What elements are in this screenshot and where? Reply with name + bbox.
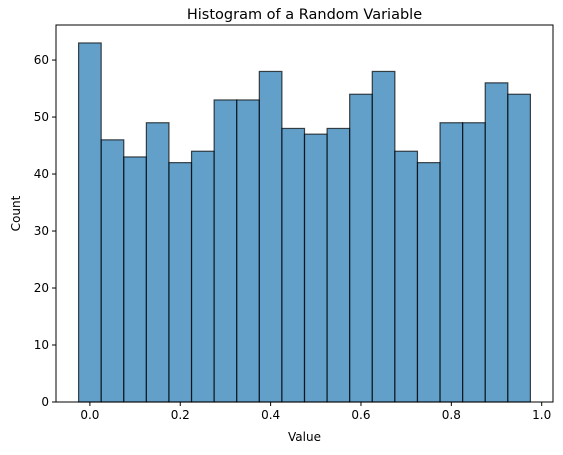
histogram-bar: [145, 122, 170, 403]
histogram-bar: [462, 122, 486, 403]
axes-group: [55, 24, 554, 403]
x-tick-label: 0.6: [351, 408, 370, 422]
histogram-bar: [416, 162, 441, 403]
histogram-bar: [349, 93, 373, 403]
y-tick-label: 10: [34, 338, 49, 352]
y-tick-label: 30: [34, 224, 49, 238]
y-ticks-group: 0 10 20 30 40 50 60: [34, 53, 56, 409]
histogram-bar: [303, 133, 328, 403]
histogram-bar: [281, 127, 306, 403]
x-tick-label: 0.0: [80, 408, 99, 422]
y-axis-label: Count: [9, 195, 23, 231]
histogram-bar: [439, 122, 464, 403]
histogram-bar: [236, 99, 260, 403]
histogram-bar: [100, 139, 125, 403]
y-tick-label: 0: [41, 395, 49, 409]
histogram-bar: [326, 127, 351, 403]
x-tick-label: 0.2: [171, 408, 190, 422]
x-ticks-group: 0.0 0.2 0.4 0.6 0.8 1.0: [80, 402, 551, 422]
histogram-bar: [484, 82, 509, 403]
x-tick-label: 1.0: [532, 408, 551, 422]
histogram-bar: [213, 99, 238, 403]
histogram-bar: [123, 156, 147, 403]
histogram-bar: [258, 70, 283, 403]
x-axis-label: Value: [288, 430, 321, 444]
y-tick-label: 20: [34, 281, 49, 295]
histogram-bar: [168, 162, 193, 403]
chart-title: Histogram of a Random Variable: [187, 7, 422, 23]
bars-group: [77, 42, 532, 403]
axes-frame: [55, 24, 554, 403]
histogram-bar: [371, 70, 396, 403]
y-tick-label: 60: [34, 53, 49, 67]
histogram-bar: [507, 93, 532, 403]
x-tick-label: 0.4: [261, 408, 280, 422]
histogram-bar: [77, 42, 102, 403]
y-tick-label: 40: [34, 167, 49, 181]
histogram-bar: [394, 150, 419, 403]
x-tick-label: 0.8: [442, 408, 461, 422]
histogram-bar: [190, 150, 215, 403]
y-tick-label: 50: [34, 110, 49, 124]
